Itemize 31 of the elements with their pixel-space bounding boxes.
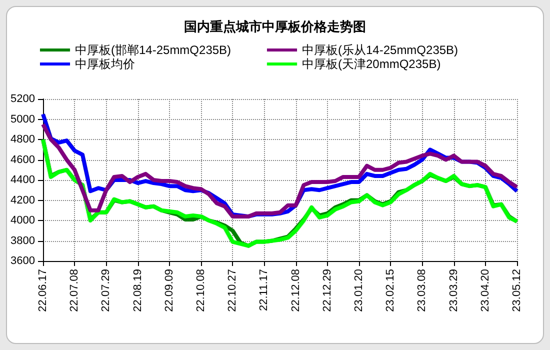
x-tick-label: 23.04.20 (479, 269, 492, 312)
x-tick-label: 22.07.29 (100, 269, 112, 312)
x-tick-label: 23.02.15 (384, 269, 397, 312)
x-tick-label: 22.12.08 (290, 269, 302, 312)
x-tick-label: 22.09.09 (163, 269, 176, 312)
y-tick-label: 5200 (10, 93, 35, 105)
y-tick-label: 4200 (10, 194, 35, 206)
x-tick-label: 23.05.12 (511, 269, 523, 312)
x-tick-label: 22.11.17 (258, 269, 270, 312)
y-tick-label: 5000 (10, 113, 35, 126)
y-tick-label: 3600 (10, 255, 35, 267)
chart-title: 国内重点城市中厚板价格走势图 (184, 19, 366, 34)
x-tick-label: 23.01.20 (353, 269, 365, 312)
x-tick-label: 22.12.29 (321, 269, 334, 312)
x-tick-label: 22.06.17 (37, 269, 49, 312)
x-tick-label: 22.08.19 (132, 269, 144, 312)
y-tick-label: 3800 (10, 234, 35, 247)
legend-label: 中厚板(乐从14-25mmQ235B) (302, 43, 458, 57)
y-tick-label: 4400 (10, 174, 35, 186)
x-tick-label: 22.10.08 (195, 269, 207, 312)
legend-label: 中厚板(邯郸14-25mmQ235B) (75, 43, 232, 57)
y-tick-label: 4600 (10, 154, 35, 166)
legend-label: 中厚板(天津20mmQ235B) (302, 57, 441, 71)
x-tick-label: 23.03.08 (416, 269, 428, 312)
line-series (41, 138, 519, 248)
legend-label: 中厚板均价 (75, 57, 135, 71)
x-tick-label: 22.10.27 (226, 269, 239, 312)
y-tick-label: 4000 (10, 214, 35, 226)
x-tick-label: 22.07.08 (68, 269, 81, 312)
x-tick-label: 23.03.29 (448, 269, 460, 312)
y-tick-label: 4800 (10, 134, 35, 146)
